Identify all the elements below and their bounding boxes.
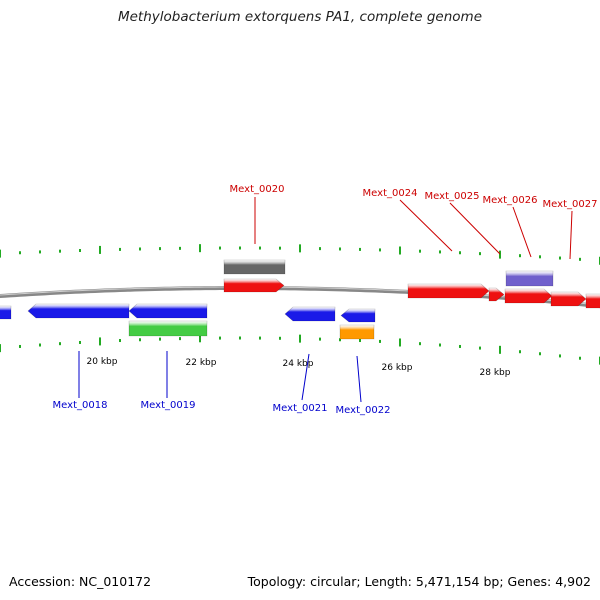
cds-forward[interactable] [407, 283, 490, 299]
scale-label: 28 kbp [480, 368, 511, 378]
cds-reverse[interactable] [128, 303, 208, 319]
gene-label-forward[interactable]: Mext_0024 [363, 188, 418, 199]
gene-label-leader [356, 355, 362, 403]
feature-green[interactable] [128, 320, 208, 337]
gene-label-leader [301, 353, 310, 401]
gene-label-reverse[interactable]: Mext_0021 [273, 403, 328, 414]
gene-label-leader [512, 206, 532, 258]
cds-forward[interactable] [550, 291, 587, 307]
gene-label-reverse[interactable]: Mext_0022 [336, 405, 391, 416]
cds-forward[interactable] [488, 287, 505, 302]
cds-reverse[interactable] [27, 303, 130, 319]
gene-label-forward[interactable]: Mext_0020 [230, 184, 285, 195]
genome-stats: Topology: circular; Length: 5,471,154 bp… [247, 574, 591, 589]
gene-label-reverse[interactable]: Mext_0019 [141, 400, 196, 411]
scale-label: 26 kbp [382, 363, 413, 373]
backbone-highlight [0, 286, 600, 306]
cds-reverse[interactable] [0, 305, 12, 320]
genome-backbone [0, 286, 600, 309]
scale-label: 22 kbp [186, 358, 217, 368]
gene-label-forward[interactable]: Mext_0026 [483, 195, 538, 206]
outer-tick-ring [0, 244, 600, 265]
scale-label: 24 kbp [283, 359, 314, 369]
gene-label-leader [449, 202, 501, 255]
gene-label-forward[interactable]: Mext_0025 [425, 191, 480, 202]
cds-reverse[interactable] [284, 306, 336, 322]
accession-label: Accession: NC_010172 [9, 574, 152, 589]
cds-forward[interactable] [585, 293, 600, 309]
feature-orange[interactable] [339, 324, 375, 340]
cds-forward[interactable] [223, 278, 285, 293]
feature-purple[interactable] [505, 270, 554, 287]
gene-label-leader [399, 199, 453, 252]
gene-label-leader [569, 210, 573, 260]
gene-label-reverse[interactable]: Mext_0018 [53, 400, 108, 411]
feature-gray[interactable] [223, 259, 286, 275]
scale-label: 20 kbp [87, 357, 118, 367]
gene-label-forward[interactable]: Mext_0027 [543, 199, 598, 210]
cds-forward[interactable] [504, 288, 553, 304]
cds-reverse[interactable] [340, 308, 376, 323]
map-title: Methylobacterium extorquens PA1, complet… [117, 9, 483, 25]
